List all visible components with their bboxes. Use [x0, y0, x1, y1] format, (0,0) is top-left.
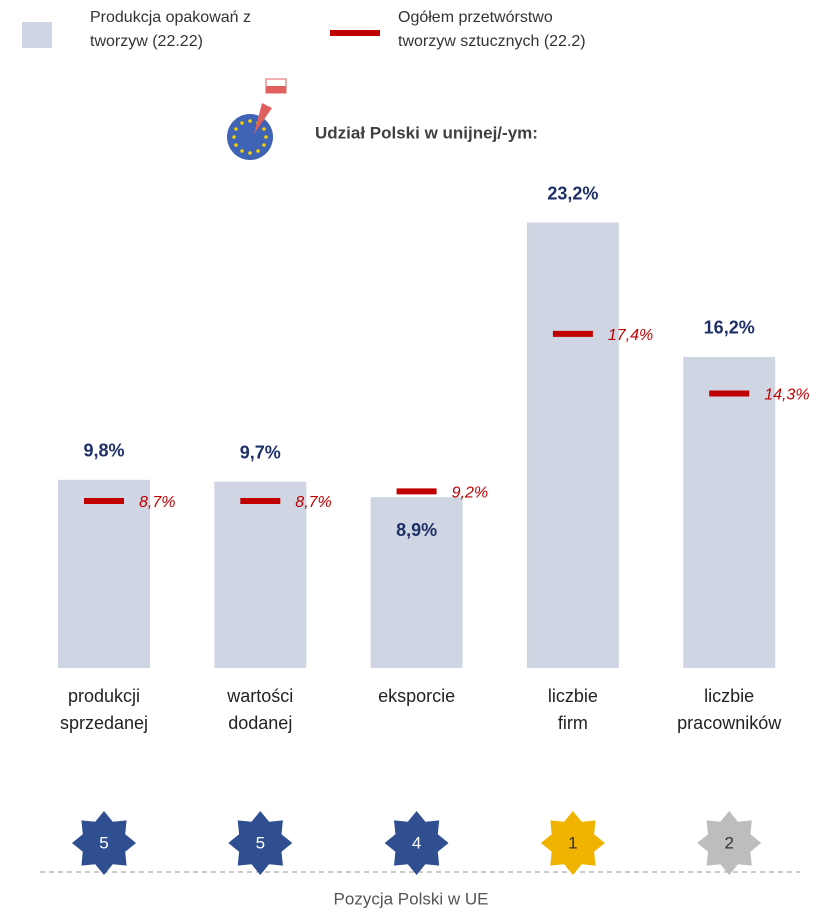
value-label: 9,8%: [83, 441, 124, 461]
x-tick-label: pracowników: [677, 713, 782, 733]
bar: [683, 356, 776, 668]
x-tick-label: firm: [558, 713, 588, 733]
rank-label: 2: [724, 833, 733, 852]
x-tick-label: sprzedanej: [60, 713, 148, 733]
rank-badge: [540, 811, 605, 875]
legend-swatch: [22, 22, 52, 48]
bar: [214, 481, 307, 668]
marker-label: 17,4%: [608, 327, 653, 344]
chart-title: Udział Polski w unijnej/-ym:: [315, 123, 538, 142]
legend-label: Ogółem przetwórstwo tworzyw sztucznych (…: [398, 9, 586, 50]
x-tick-label: dodanej: [228, 713, 292, 733]
value-label: 8,9%: [396, 520, 437, 540]
rank-label: 5: [99, 833, 108, 852]
x-tick-label: eksporcie: [378, 686, 455, 706]
bar: [370, 497, 463, 668]
value-label: 23,2%: [547, 183, 598, 203]
x-tick-label: liczbie: [548, 686, 598, 706]
value-label: 16,2%: [704, 318, 755, 338]
legend-label: Produkcja opakowań z tworzyw (22.22): [90, 9, 251, 50]
marker-label: 9,2%: [452, 485, 488, 502]
rank-label: 5: [256, 833, 265, 852]
eu-icon: [227, 78, 287, 160]
bar: [58, 479, 150, 668]
rank-badge: [697, 811, 762, 875]
x-tick-label: wartości: [226, 686, 293, 706]
value-label: 9,7%: [240, 443, 281, 463]
bar: [526, 222, 619, 668]
marker-label: 8,7%: [139, 494, 175, 511]
marker-label: 14,3%: [764, 387, 809, 404]
x-tick-label: liczbie: [704, 686, 754, 706]
rank-label: 4: [412, 833, 421, 852]
rank-badge: [384, 811, 449, 875]
rank-label: 1: [568, 833, 577, 852]
rank-badge: [228, 811, 293, 875]
marker-label: 8,7%: [295, 494, 331, 511]
rank-title: Pozycja Polski w UE: [334, 889, 489, 908]
rank-badge: [72, 811, 136, 875]
x-tick-label: produkcji: [68, 686, 140, 706]
